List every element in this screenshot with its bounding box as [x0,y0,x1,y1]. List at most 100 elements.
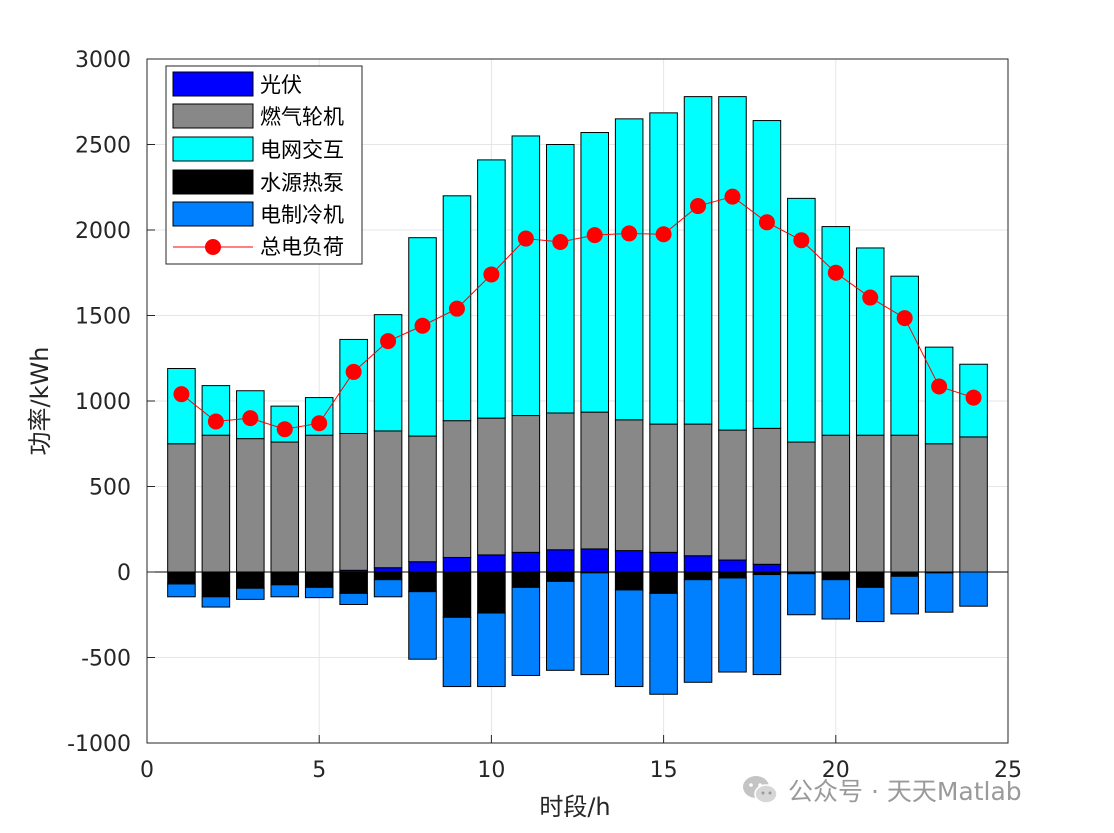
bar-heat-pump-17 [718,571,747,579]
bar-gas-turbine-13 [580,411,609,550]
bar-gas-turbine-19 [787,441,816,573]
load-point-2 [207,413,224,430]
y-tick-label-4: 1000 [75,390,131,415]
legend-swatch-gas-turbine [172,103,254,129]
x-tick-label-3: 15 [650,758,678,783]
load-point-23 [931,378,948,395]
ticks-group: 0 5 10 15 20 25 -1000 -500 0 500 1000 1500 2000 2500 3… [67,48,1022,783]
y-tick-label-2: 0 [117,561,131,586]
bar-heat-pump-5 [304,571,334,588]
y-tick-label-6: 2000 [75,219,131,244]
load-point-19 [793,232,810,249]
bar-gas-turbine-16 [683,423,713,557]
y-tick-label-0: -1000 [67,732,131,757]
legend-box [165,65,363,265]
bar-grid-11 [511,135,541,417]
bar-heat-pump-3 [236,571,265,589]
load-point-20 [827,264,844,281]
bar-gas-turbine-24 [959,436,988,573]
bar-gas-turbine-7 [373,430,403,569]
bar-gas-turbine-3 [236,438,265,573]
y-tick-label-7: 2500 [75,134,131,159]
bar-grid-8 [408,237,437,437]
bar-chiller-10 [477,612,506,688]
legend-swatch-pv [172,71,254,97]
bar-chiller-22 [890,575,919,615]
bar-gas-turbine-9 [442,420,472,558]
bar-pv-14 [614,550,644,573]
bar-grid-14 [614,118,644,421]
bars-group [167,96,988,695]
load-point-15 [655,226,672,243]
bar-heat-pump-9 [442,571,472,618]
bar-gas-turbine-5 [304,434,334,573]
y-axis-title: 功率/kWh [26,347,54,456]
bar-pv-8 [408,561,437,573]
bar-pv-11 [511,551,541,573]
bar-heat-pump-16 [683,571,713,581]
bar-chiller-5 [304,586,334,599]
bar-chiller-11 [511,586,541,676]
load-point-16 [690,198,707,215]
bar-pv-16 [683,555,713,573]
bar-grid-18 [752,120,782,429]
bar-chiller-12 [546,580,575,671]
x-tick-label-1: 5 [312,758,326,783]
bar-grid-10 [477,159,506,419]
bar-pv-18 [752,563,782,573]
bar-gas-turbine-6 [339,432,368,571]
x-tick-label-5: 25 [994,758,1022,783]
bar-chiller-14 [614,589,644,688]
legend-label-grid: 电网交互 [260,138,344,162]
bar-chiller-24 [959,571,988,607]
legend-label-heat-pump: 水源热泵 [260,171,344,195]
load-point-7 [380,333,397,350]
bar-grid-17 [718,96,747,431]
bar-gas-turbine-22 [890,434,919,573]
bar-pv-13 [580,548,609,573]
bar-grid-6 [339,338,368,434]
legend-label-load: 总电负荷 [260,235,344,259]
bar-gas-turbine-1 [167,443,196,573]
bar-chiller-8 [408,591,437,660]
legend-swatch-heat-pump [172,169,254,195]
x-tick-label-0: 0 [140,758,154,783]
wechat-icon [740,774,780,806]
bar-heat-pump-1 [167,571,196,585]
bar-grid-21 [855,247,885,436]
bar-heat-pump-11 [511,571,541,588]
bar-heat-pump-4 [270,571,300,586]
bar-gas-turbine-11 [511,415,541,553]
load-point-11 [517,230,534,247]
y-tick-label-3: 500 [89,476,131,501]
bar-chiller-23 [924,572,954,613]
bar-pv-15 [649,551,678,573]
load-point-1 [173,386,190,403]
bar-heat-pump-10 [477,571,506,614]
bar-grid-13 [580,132,609,413]
watermark: 公众号 · 天天Matlab [740,772,1022,808]
bar-grid-16 [683,96,713,425]
watermark-text: 公众号 · 天天Matlab [788,777,1022,806]
bar-pv-9 [442,556,472,573]
bar-heat-pump-14 [614,571,644,591]
load-point-17 [724,188,741,205]
bar-gas-turbine-21 [855,434,885,573]
load-point-9 [448,300,465,317]
bar-heat-pump-8 [408,571,437,593]
bar-chiller-21 [855,586,885,623]
legend-swatch-chiller [172,201,254,227]
bar-heat-pump-20 [821,571,851,581]
bar-chiller-18 [752,574,782,676]
load-point-6 [345,363,362,380]
load-point-10 [483,266,500,283]
bar-grid-7 [373,314,403,432]
load-point-5 [311,415,328,432]
bar-gas-turbine-2 [201,434,231,573]
legend-marker-sample [205,239,221,255]
bar-chiller-9 [442,616,472,688]
bar-chiller-7 [373,579,403,598]
load-point-18 [758,214,775,231]
bar-heat-pump-15 [649,571,678,594]
